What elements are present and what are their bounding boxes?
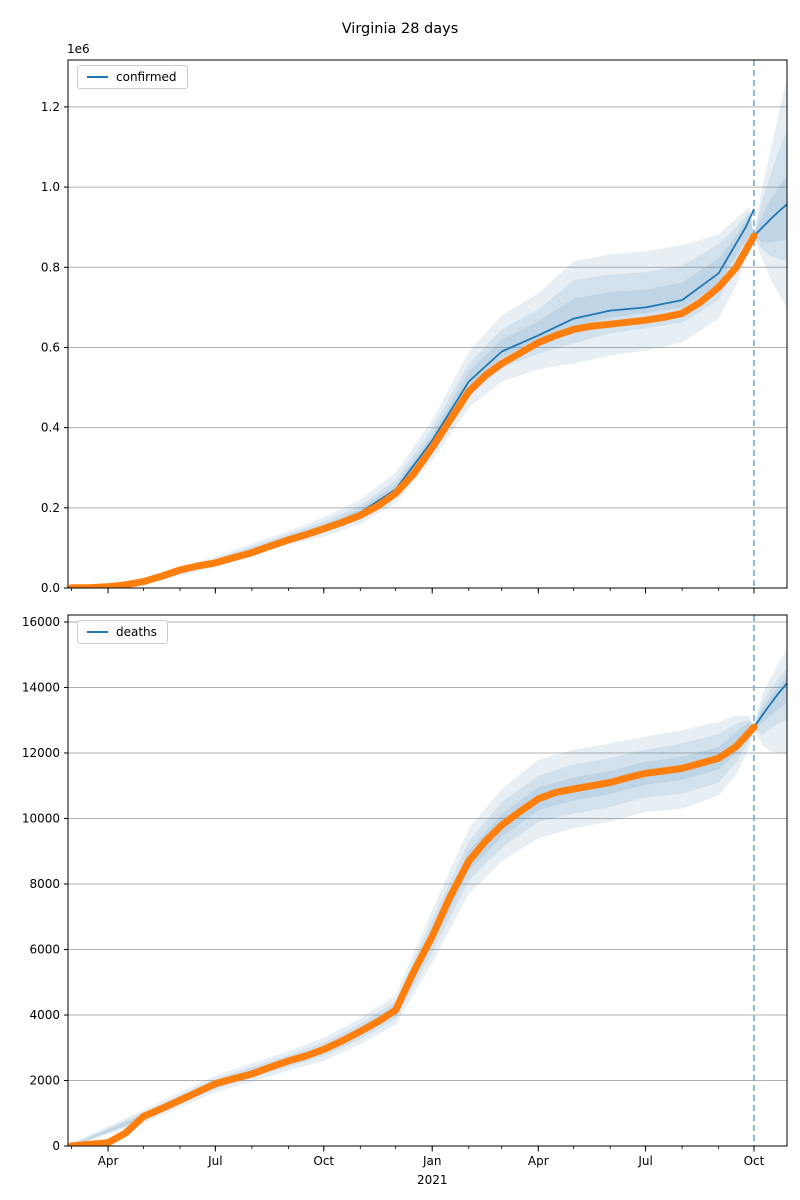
confirmed-forecast-line (753, 203, 787, 237)
legend-confirmed: confirmed (77, 65, 188, 89)
y-tick-label: 0.0 (41, 581, 60, 595)
y-tick-label: 8000 (29, 877, 60, 891)
y-tick-label: 16000 (22, 615, 60, 629)
confirmed-band-mid (71, 131, 787, 588)
confirmed-chart: 0.0 0.2 0.4 0.6 0.8 1.0 1.2 (41, 59, 788, 595)
axes-frame (67, 614, 788, 1147)
confirmed-line-swatch (87, 76, 108, 78)
deaths-band-mid (71, 667, 787, 1146)
x-tick-label: Apr (98, 1154, 119, 1168)
confirmed-band-inner (71, 175, 787, 588)
y-tick-label: 14000 (22, 681, 60, 695)
y-tick-label: 10000 (22, 812, 60, 826)
y-tick-label: 0.4 (41, 421, 60, 435)
y-tick-label: 0 (52, 1139, 60, 1153)
y-tick-label: 0.2 (41, 501, 60, 515)
figure-title: Virginia 28 days (341, 21, 459, 37)
confirmed-observed-line (68, 232, 758, 588)
x-tick-label: Jan (422, 1154, 442, 1168)
y-tick-label: 2000 (29, 1074, 60, 1088)
y-tick-label: 0.8 (41, 260, 60, 274)
y-axis-offset-label: 1e6 (67, 42, 90, 56)
x-tick-label: Apr (528, 1154, 549, 1168)
axes-frame (67, 59, 788, 589)
plot-area (68, 615, 787, 1146)
deaths-band-inner (71, 676, 787, 1146)
y-tick-label: 1.2 (41, 100, 60, 114)
y-tick-label: 6000 (29, 943, 60, 957)
legend-deaths: deaths (77, 620, 168, 644)
deaths-band-outer (71, 649, 787, 1146)
confirmed-band-outer (71, 78, 787, 588)
plot-area (68, 60, 787, 588)
x-tick-label: Oct (313, 1154, 334, 1168)
deaths-line-swatch (87, 631, 108, 633)
legend-deaths-label: deaths (116, 625, 157, 639)
y-tick-label: 4000 (29, 1008, 60, 1022)
x-tick-label: Oct (744, 1154, 765, 1168)
y-tick-label: 1.0 (41, 180, 60, 194)
x-tick-label: Jul (637, 1154, 652, 1168)
legend-confirmed-label: confirmed (116, 70, 177, 84)
deaths-observed-line (68, 723, 758, 1146)
x-tick-label: Jul (207, 1154, 222, 1168)
x-axis-year-label: 2021 (417, 1173, 448, 1187)
deaths-chart: 0 2000 4000 6000 8000 10000 12000 14000 16000 Apr… (22, 614, 788, 1187)
deaths-forecast-line (753, 682, 787, 728)
y-tick-label: 0.6 (41, 340, 60, 354)
y-tick-label: 12000 (22, 746, 60, 760)
